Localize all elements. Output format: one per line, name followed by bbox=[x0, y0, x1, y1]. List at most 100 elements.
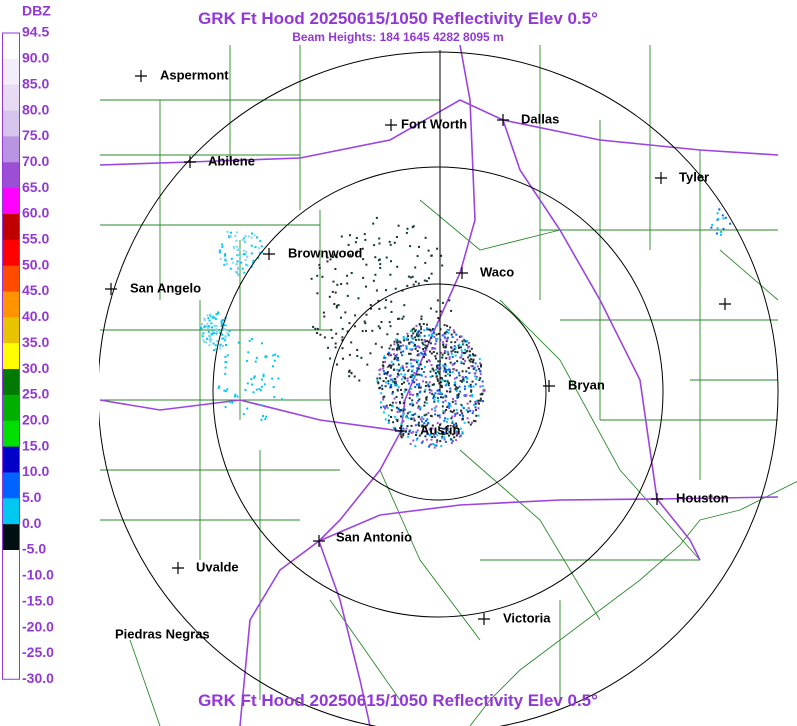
echo-pixel bbox=[348, 375, 351, 378]
echo-pixel bbox=[443, 380, 446, 383]
echo-pixel bbox=[446, 324, 449, 327]
echo-pixel bbox=[215, 332, 218, 335]
echo-pixel bbox=[441, 433, 444, 436]
echo-pixel bbox=[407, 338, 409, 341]
echo-pixel bbox=[263, 383, 266, 386]
echo-pixel bbox=[437, 389, 440, 392]
echo-pixel bbox=[246, 407, 249, 410]
echo-pixel bbox=[454, 346, 457, 349]
echo-pixel bbox=[418, 329, 421, 332]
echo-pixel bbox=[451, 336, 454, 339]
title: GRK Ft Hood 20250615/1050 Reflectivity E… bbox=[198, 9, 598, 28]
echo-pixel bbox=[385, 406, 387, 409]
legend: DBZ 94.5 90.0 85.0 80.0 75.0 70.0 65.0 60.0 55.0… bbox=[2, 3, 54, 686]
echo-pixel bbox=[225, 263, 228, 265]
echo-pixel bbox=[392, 426, 395, 429]
echo-pixel bbox=[435, 310, 438, 313]
city-label: Waco bbox=[480, 264, 514, 279]
echo-pixel bbox=[201, 333, 204, 336]
echo-pixel bbox=[332, 256, 334, 259]
echo-pixel bbox=[373, 244, 376, 247]
echo-pixel bbox=[410, 336, 413, 339]
echo-pixel bbox=[424, 347, 427, 349]
echo-pixel bbox=[474, 420, 477, 423]
echo-pixel bbox=[407, 435, 410, 438]
echo-pixel bbox=[454, 350, 457, 353]
echo-pixel bbox=[393, 343, 396, 346]
echo-pixel bbox=[437, 368, 440, 371]
echo-pixel bbox=[466, 377, 469, 380]
echo-pixel bbox=[378, 369, 381, 372]
echo-pixel bbox=[398, 317, 401, 320]
echo-pixel bbox=[456, 360, 459, 363]
echo-pixel bbox=[244, 258, 247, 261]
echo-pixel bbox=[217, 311, 220, 314]
echo-pixel bbox=[384, 360, 386, 363]
echo-pixel bbox=[410, 362, 413, 365]
echo-pixel bbox=[394, 428, 397, 431]
echo-pixel bbox=[459, 335, 462, 338]
echo-pixel bbox=[250, 378, 253, 381]
echo-pixel bbox=[466, 402, 469, 405]
highway bbox=[318, 496, 779, 542]
echo-pixel bbox=[391, 391, 394, 393]
echo-pixel bbox=[435, 375, 438, 378]
highway bbox=[502, 119, 658, 500]
echo-pixel bbox=[469, 394, 472, 397]
echo-pixel bbox=[400, 415, 402, 418]
echo-pixel bbox=[412, 283, 415, 286]
echo-pixel bbox=[393, 368, 396, 371]
echo-pixel bbox=[405, 365, 408, 368]
echo-pixel bbox=[362, 258, 365, 261]
echo-pixel bbox=[444, 364, 447, 367]
echo-pixel bbox=[388, 321, 391, 324]
echo-pixel bbox=[412, 413, 415, 416]
echo-pixel bbox=[437, 414, 439, 417]
echo-pixel bbox=[456, 395, 459, 398]
echo-pixel bbox=[407, 417, 410, 420]
echo-pixel bbox=[334, 268, 337, 270]
echo-pixel bbox=[475, 414, 478, 417]
echo-pixel bbox=[396, 341, 398, 344]
echo-pixel bbox=[414, 445, 417, 448]
echo-pixel bbox=[397, 407, 400, 410]
echo-pixel bbox=[335, 306, 338, 309]
echo-pixel bbox=[436, 441, 438, 444]
echo-pixel bbox=[458, 371, 460, 374]
echo-pixel bbox=[329, 357, 332, 360]
echo-pixel bbox=[423, 390, 426, 393]
echo-pixel bbox=[436, 367, 439, 370]
echo-pixel bbox=[203, 318, 206, 321]
echo-pixel bbox=[474, 354, 477, 357]
echo-pixel bbox=[412, 417, 415, 420]
legend-swatch bbox=[3, 136, 19, 163]
echo-pixel bbox=[445, 371, 448, 373]
echo-pixel bbox=[406, 379, 409, 382]
echo-pixel bbox=[244, 389, 247, 391]
echo-pixel bbox=[463, 394, 466, 397]
echo-pixel bbox=[433, 407, 436, 410]
echo-pixel bbox=[441, 405, 444, 408]
echo-pixel bbox=[244, 240, 247, 243]
echo-pixel bbox=[437, 360, 440, 363]
echo-pixel bbox=[428, 381, 431, 384]
city-label: Tyler bbox=[679, 169, 709, 184]
echo-pixel bbox=[237, 268, 239, 271]
echo-pixel bbox=[416, 333, 419, 336]
echo-pixel bbox=[218, 385, 221, 388]
legend-swatch bbox=[3, 188, 19, 215]
echo-pixel bbox=[341, 347, 344, 350]
echo-pixel bbox=[380, 321, 383, 323]
echo-pixel bbox=[419, 418, 422, 421]
echo-pixel bbox=[435, 373, 438, 376]
echo-pixel bbox=[454, 354, 457, 357]
echo-pixel bbox=[446, 336, 449, 339]
echo-pixel bbox=[479, 377, 482, 380]
echo-pixel bbox=[462, 358, 465, 361]
echo-pixel bbox=[437, 399, 440, 402]
echo-pixel bbox=[422, 348, 425, 350]
echo-pixel bbox=[425, 381, 428, 384]
echo-pixel bbox=[237, 254, 240, 257]
echo-pixel bbox=[445, 425, 448, 428]
echo-pixel bbox=[396, 375, 399, 378]
